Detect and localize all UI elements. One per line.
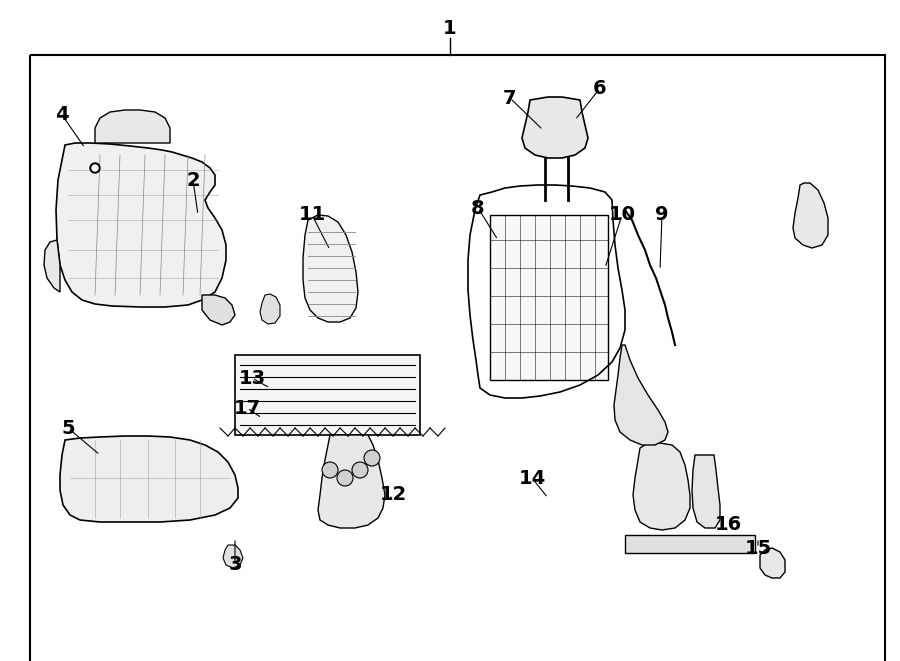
Polygon shape [614,345,668,445]
Text: 17: 17 [233,399,261,418]
Circle shape [364,450,380,466]
Polygon shape [692,455,720,528]
Polygon shape [56,143,226,307]
Text: 13: 13 [238,368,266,387]
Text: 2: 2 [186,171,200,190]
Polygon shape [522,97,588,158]
Bar [490,215,608,380]
Text: 1: 1 [443,19,457,38]
Polygon shape [60,436,238,522]
Bar [625,535,755,553]
Text: 11: 11 [299,206,326,225]
Circle shape [352,462,368,478]
Circle shape [92,165,98,171]
Bar [235,355,420,435]
Circle shape [90,163,100,173]
Text: 7: 7 [503,89,517,108]
Text: 12: 12 [380,485,407,504]
Text: 4: 4 [55,106,68,124]
Circle shape [337,470,353,486]
Polygon shape [202,295,235,325]
Circle shape [322,462,338,478]
Text: 3: 3 [229,555,242,574]
Text: 16: 16 [715,516,742,535]
Polygon shape [318,435,385,528]
Text: 5: 5 [61,418,75,438]
Polygon shape [260,294,280,324]
Text: 10: 10 [608,206,635,225]
Text: 9: 9 [655,206,669,225]
Text: 6: 6 [593,79,607,98]
Polygon shape [223,545,243,568]
Polygon shape [303,215,358,322]
Polygon shape [793,183,828,248]
Text: 8: 8 [472,198,485,217]
Polygon shape [95,110,170,143]
Text: 15: 15 [744,539,771,557]
Polygon shape [44,240,60,292]
Text: 14: 14 [518,469,545,488]
Polygon shape [760,548,785,578]
Polygon shape [633,443,690,530]
